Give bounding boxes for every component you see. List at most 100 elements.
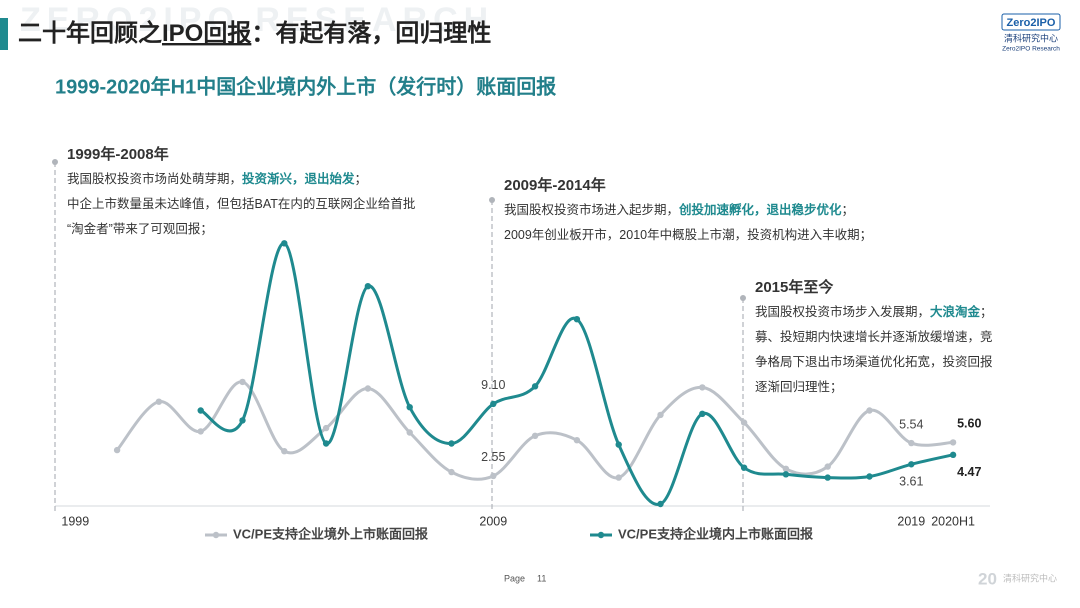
annotation-title: 1999年-2008年 [67, 145, 169, 163]
annotation-line: 争格局下退出市场渠道优化拓宽，投资回报 [755, 354, 993, 369]
text-segment: ； [980, 305, 993, 319]
annotation-line: 2009年创业板开市，2010年中概股上市潮，投资机构进入丰收期； [504, 227, 872, 242]
data-point [197, 428, 204, 435]
legend-dot [597, 531, 605, 539]
annotation-line: 中企上市数量虽未达峰值，但包括BAT在内的互联网企业给首批 [67, 196, 415, 211]
annotation-line: 我国股权投资市场步入发展期，大浪淘金； [755, 304, 993, 319]
x-tick-label: 1999 [61, 514, 89, 528]
divider-dot [52, 159, 58, 165]
data-point [908, 439, 915, 447]
annotation-line: 我国股权投资市场进入起步期，创投加速孵化，退出稳步优化； [504, 202, 854, 217]
text-segment: 募、投短期内快速增长并逐渐放缓增速，竞 [755, 329, 993, 344]
logo-brand: Zero2IPO [1007, 17, 1056, 29]
data-point [657, 411, 664, 419]
annotation-line: 我国股权投资市场尚处萌芽期，投资渐兴，退出始发； [67, 171, 367, 186]
page-label: Page [504, 573, 525, 583]
data-point [281, 448, 288, 455]
data-point [364, 385, 372, 392]
data-point [448, 440, 455, 447]
text-segment: 投资渐兴，退出始发 [242, 171, 355, 186]
text-segment: 逐渐回归理性； [755, 380, 843, 394]
data-point [949, 439, 957, 446]
page-number: 11 [537, 573, 546, 583]
divider-dot [740, 295, 746, 301]
data-point [322, 424, 330, 432]
value-label: 3.61 [899, 475, 923, 489]
data-point [113, 446, 121, 454]
data-point [782, 465, 790, 472]
series-line [199, 241, 954, 506]
annotation-line: “淘金者”带来了可观回报； [67, 221, 213, 236]
x-tick-label: 2009 [479, 514, 507, 528]
text-segment: 2009年创业板开市，2010年中概股上市潮，投资机构进入丰收期； [504, 227, 872, 242]
value-label: 2.55 [481, 450, 505, 464]
data-point [197, 407, 204, 414]
logo-box [1001, 13, 1061, 31]
data-point [782, 471, 790, 478]
footer-mark: 清科研究中心 [1003, 572, 1057, 583]
data-point [364, 283, 372, 290]
slide-title: 二十年回顾之IPO回报：有起有落，回归理性 [18, 19, 491, 47]
legend-label: VC/PE支持企业境内上市账面回报 [618, 526, 814, 541]
text-segment: 创投加速孵化，退出稳步优化 [678, 202, 842, 217]
x-tick-label: 2020H1 [931, 514, 975, 528]
watermark: ZERO2IPO RESEARCH [20, 1, 494, 39]
text-segment: 我国股权投资市场进入起步期， [504, 202, 679, 217]
data-point [239, 417, 246, 424]
logo-name: 清科研究中心 [1004, 32, 1058, 43]
text-segment: “淘金者”带来了可观回报； [67, 221, 213, 236]
data-point [239, 378, 246, 386]
annotation-title: 2009年-2014年 [504, 176, 606, 194]
text-segment: 我国股权投资市场尚处萌芽期， [67, 171, 242, 186]
data-point [615, 474, 622, 481]
text-segment: 我国股权投资市场步入发展期， [755, 304, 930, 319]
text-segment: 中企上市数量虽未达峰值，但包括BAT在内的互联网企业给首批 [67, 196, 415, 211]
annotation-title: 2015年至今 [755, 278, 833, 296]
data-point [866, 473, 873, 480]
data-point [740, 419, 748, 426]
data-point [406, 404, 413, 411]
legend-dot [212, 531, 220, 539]
data-point [866, 407, 873, 414]
data-point [155, 398, 163, 405]
text-segment: ； [355, 172, 368, 186]
data-point [949, 451, 957, 459]
data-point [531, 383, 539, 390]
text-segment: 二十年回顾之 [18, 19, 162, 47]
value-label: 5.60 [957, 417, 981, 431]
data-point [448, 468, 455, 476]
footer-logo: 20 [978, 569, 997, 588]
value-label: 4.47 [957, 465, 981, 479]
data-point [824, 474, 831, 481]
value-label: 9.10 [481, 378, 505, 392]
data-point [908, 461, 915, 468]
data-point [573, 316, 581, 323]
legend-label: VC/PE支持企业境外上市账面回报 [233, 526, 429, 541]
title-bar [0, 18, 8, 50]
data-point [657, 500, 664, 508]
annotation-line: 逐渐回归理性； [755, 380, 843, 394]
logo-sub: Zero2IPO Research [1002, 46, 1060, 53]
value-label: 5.54 [899, 417, 923, 431]
text-segment: 大浪淘金 [930, 304, 981, 319]
annotation-line: 募、投短期内快速增长并逐渐放缓增速，竞 [755, 329, 993, 344]
x-tick-label: 2019 [897, 514, 925, 528]
data-point [406, 429, 413, 436]
text-segment: ：有起有落，回归理性 [251, 20, 491, 47]
data-point [824, 463, 831, 470]
data-point [740, 464, 748, 471]
text-segment: ； [842, 203, 855, 217]
data-point [699, 410, 706, 417]
data-point [490, 400, 497, 408]
divider-dot [489, 197, 495, 203]
data-point [531, 432, 539, 439]
chart-title: 1999-2020年H1中国企业境内外上市（发行时）账面回报 [55, 74, 556, 98]
data-point [615, 441, 622, 448]
data-point [281, 240, 288, 247]
data-point [490, 472, 497, 480]
text-segment: IPO回报 [162, 20, 251, 47]
data-point [322, 440, 330, 447]
text-segment: 争格局下退出市场渠道优化拓宽，投资回报 [755, 354, 993, 369]
data-point [573, 437, 581, 444]
